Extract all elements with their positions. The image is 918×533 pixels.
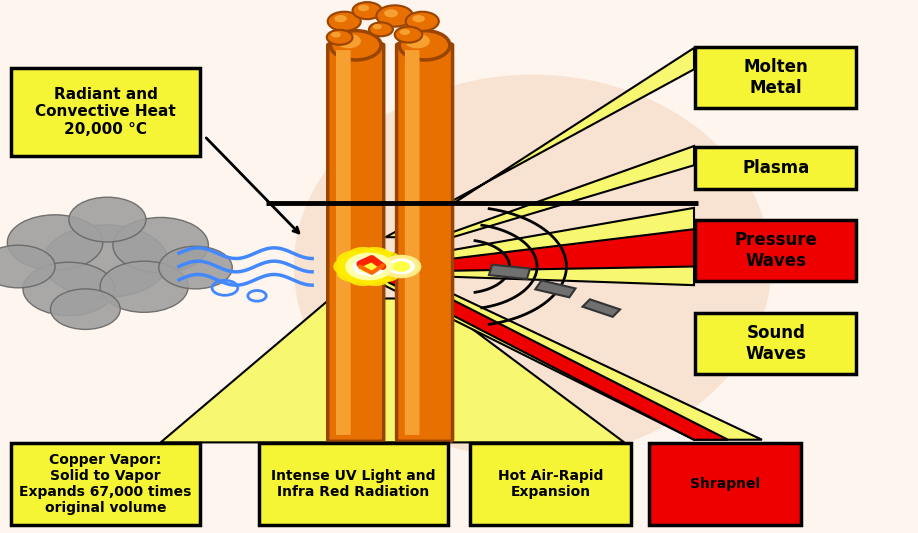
Polygon shape: [386, 48, 694, 237]
Circle shape: [406, 12, 439, 31]
FancyBboxPatch shape: [696, 220, 856, 281]
FancyBboxPatch shape: [583, 300, 620, 317]
Circle shape: [328, 12, 361, 31]
Circle shape: [337, 251, 370, 270]
FancyBboxPatch shape: [336, 50, 351, 435]
FancyBboxPatch shape: [397, 44, 453, 441]
Circle shape: [353, 2, 382, 19]
Circle shape: [331, 32, 341, 37]
Polygon shape: [161, 298, 624, 442]
Circle shape: [333, 257, 366, 276]
Circle shape: [358, 267, 391, 286]
Circle shape: [0, 245, 55, 288]
Polygon shape: [376, 271, 762, 440]
Circle shape: [353, 257, 386, 276]
Circle shape: [347, 267, 380, 286]
Circle shape: [405, 34, 430, 49]
FancyBboxPatch shape: [696, 313, 856, 374]
Text: Sound
Waves: Sound Waves: [745, 325, 806, 363]
Circle shape: [387, 259, 415, 274]
FancyBboxPatch shape: [489, 265, 530, 279]
Text: Radiant and
Convective Heat
20,000 °C: Radiant and Convective Heat 20,000 °C: [35, 87, 176, 137]
FancyBboxPatch shape: [260, 442, 448, 526]
Circle shape: [113, 217, 208, 273]
Text: Intense UV Light and
Infra Red Radiation: Intense UV Light and Infra Red Radiation: [271, 469, 436, 499]
Circle shape: [384, 9, 398, 18]
Circle shape: [381, 255, 421, 278]
Circle shape: [50, 289, 120, 329]
Circle shape: [358, 260, 380, 273]
Circle shape: [7, 215, 103, 270]
Circle shape: [23, 262, 115, 316]
Circle shape: [399, 30, 450, 60]
Polygon shape: [386, 208, 694, 285]
Text: Plasma: Plasma: [742, 159, 810, 177]
Circle shape: [358, 5, 369, 11]
FancyBboxPatch shape: [12, 442, 200, 526]
FancyBboxPatch shape: [696, 47, 856, 108]
Circle shape: [399, 29, 410, 35]
Circle shape: [345, 253, 393, 280]
Circle shape: [373, 24, 382, 29]
Text: Shrapnel: Shrapnel: [690, 477, 760, 491]
FancyBboxPatch shape: [696, 147, 856, 189]
Circle shape: [376, 5, 413, 27]
Text: Pressure
Waves: Pressure Waves: [734, 231, 817, 270]
Ellipse shape: [294, 75, 771, 458]
Circle shape: [159, 246, 232, 289]
Circle shape: [369, 22, 393, 36]
Circle shape: [372, 257, 405, 276]
Text: Copper Vapor:
Solid to Vapor
Expands 67,000 times
original volume: Copper Vapor: Solid to Vapor Expands 67,…: [19, 453, 192, 515]
FancyBboxPatch shape: [405, 50, 420, 435]
Circle shape: [392, 261, 410, 272]
Circle shape: [412, 15, 425, 22]
Circle shape: [43, 225, 168, 297]
Circle shape: [395, 27, 422, 43]
Circle shape: [330, 30, 381, 60]
Circle shape: [368, 263, 401, 282]
Polygon shape: [384, 272, 728, 440]
Circle shape: [100, 261, 188, 312]
FancyBboxPatch shape: [12, 68, 200, 156]
Circle shape: [69, 197, 146, 242]
FancyBboxPatch shape: [650, 442, 801, 526]
Polygon shape: [390, 229, 694, 272]
Circle shape: [327, 30, 353, 45]
Polygon shape: [390, 146, 694, 256]
Text: Molten
Metal: Molten Metal: [744, 58, 808, 96]
Circle shape: [347, 247, 380, 266]
FancyBboxPatch shape: [471, 442, 632, 526]
Circle shape: [368, 251, 401, 270]
FancyBboxPatch shape: [535, 280, 576, 297]
Text: Hot Air-Rapid
Expansion: Hot Air-Rapid Expansion: [498, 469, 603, 499]
Circle shape: [336, 34, 361, 49]
Circle shape: [358, 247, 391, 266]
FancyBboxPatch shape: [328, 44, 384, 441]
Circle shape: [334, 15, 347, 22]
Circle shape: [337, 263, 370, 282]
